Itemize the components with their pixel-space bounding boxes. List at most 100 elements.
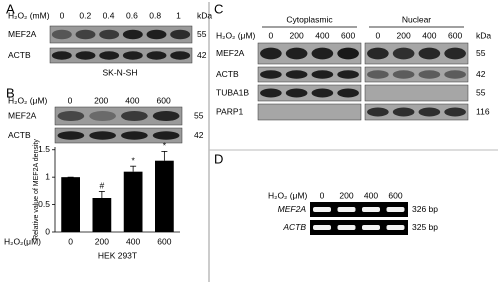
band	[392, 107, 415, 117]
lane-label: 0.2	[79, 10, 91, 20]
kda-value: 55	[476, 48, 486, 58]
lane-label: 400	[364, 190, 378, 200]
bar	[92, 198, 112, 232]
panel-label: C	[214, 1, 223, 16]
band	[152, 110, 180, 122]
lane-label: 200	[339, 190, 353, 200]
blot	[257, 103, 362, 121]
lane-label: 0.6	[126, 10, 138, 20]
row-label: ACTB	[216, 69, 239, 79]
significance-mark: *	[131, 155, 135, 165]
band	[152, 131, 180, 140]
blot	[364, 66, 469, 83]
gel	[310, 202, 408, 217]
gel-band	[386, 207, 405, 212]
band	[337, 47, 359, 60]
lane-label: 200	[290, 30, 304, 40]
product-size: 326 bp	[412, 204, 438, 214]
band	[418, 47, 441, 60]
fraction-label: Nuclear	[402, 14, 431, 24]
band	[285, 47, 308, 60]
y-tick-label: 0	[45, 226, 50, 236]
lane-label: 400	[125, 95, 139, 105]
band	[89, 131, 116, 140]
band	[392, 47, 415, 60]
band	[75, 51, 96, 60]
row-label: ACTB	[8, 50, 31, 60]
treatment-label: H₂O₂ (μM)	[268, 190, 308, 200]
band	[75, 29, 96, 40]
band	[337, 88, 359, 98]
band	[51, 29, 72, 40]
lane-label: 600	[388, 190, 402, 200]
band	[57, 110, 85, 122]
band	[99, 51, 120, 60]
band	[311, 88, 334, 98]
bar	[155, 160, 174, 232]
lane-label: 0	[60, 10, 65, 20]
cell-line: SK-N-SH	[103, 67, 138, 77]
panel-label: D	[214, 151, 223, 166]
lane-label: 200	[397, 30, 411, 40]
product-size: 325 bp	[412, 222, 438, 232]
band	[57, 131, 85, 140]
kda-value: 42	[476, 69, 486, 79]
row-label: ACTB	[8, 130, 31, 140]
row-label: ACTB	[282, 222, 306, 232]
kda-label: kDa	[476, 30, 491, 40]
lane-label: 600	[341, 30, 355, 40]
band	[311, 70, 334, 79]
band	[51, 51, 72, 60]
blot	[54, 127, 183, 144]
band	[170, 29, 191, 40]
fraction-label: Cytoplasmic	[286, 14, 333, 24]
gel-band	[386, 225, 405, 230]
row-label: MEF2A	[8, 29, 37, 39]
band	[285, 70, 308, 79]
kda-value: 42	[194, 130, 204, 140]
lane-label: 200	[94, 95, 108, 105]
band	[122, 29, 143, 40]
lane-label: 1	[176, 10, 181, 20]
treatment-label: H₂O₂ (μM)	[216, 30, 256, 40]
band	[311, 47, 334, 60]
blot	[257, 84, 362, 102]
band	[99, 29, 120, 40]
band	[260, 88, 282, 98]
band	[89, 110, 116, 122]
x-tick-label: 400	[126, 236, 140, 246]
lane-label: 600	[157, 95, 171, 105]
gel-band	[337, 225, 356, 230]
band	[367, 107, 389, 117]
lane-label: 400	[315, 30, 329, 40]
band	[260, 47, 282, 60]
panel-label: A	[6, 1, 15, 16]
blot	[364, 84, 469, 102]
x-tick-label: 200	[95, 236, 109, 246]
gel-band	[362, 207, 380, 212]
x-tick-label: 600	[157, 236, 171, 246]
kda-value: 55	[197, 29, 207, 39]
x-axis-label: H₂O₂(μM)	[4, 236, 41, 246]
band	[367, 47, 389, 60]
bar	[61, 177, 80, 232]
gel-band	[313, 225, 331, 230]
row-label: PARP1	[216, 106, 244, 116]
treatment-label: H₂O₂ (μM)	[8, 95, 48, 105]
treatment-label: H₂O₂ (mM)	[8, 10, 50, 20]
band	[260, 70, 282, 79]
gel-band	[337, 207, 356, 212]
lane-label: 0	[269, 30, 274, 40]
kda-value: 42	[197, 50, 207, 60]
kda-value: 116	[476, 106, 490, 116]
lane-label: 0.4	[103, 10, 115, 20]
y-axis-label: Relative value of MEF2A density	[33, 139, 40, 240]
band	[418, 107, 441, 117]
band	[121, 131, 148, 140]
significance-mark: *	[163, 141, 167, 151]
y-tick-label: 1.5	[38, 144, 50, 154]
kda-label: kDa	[197, 10, 212, 20]
significance-mark: #	[100, 181, 105, 191]
row-label: MEF2A	[216, 48, 245, 58]
band	[392, 70, 415, 79]
